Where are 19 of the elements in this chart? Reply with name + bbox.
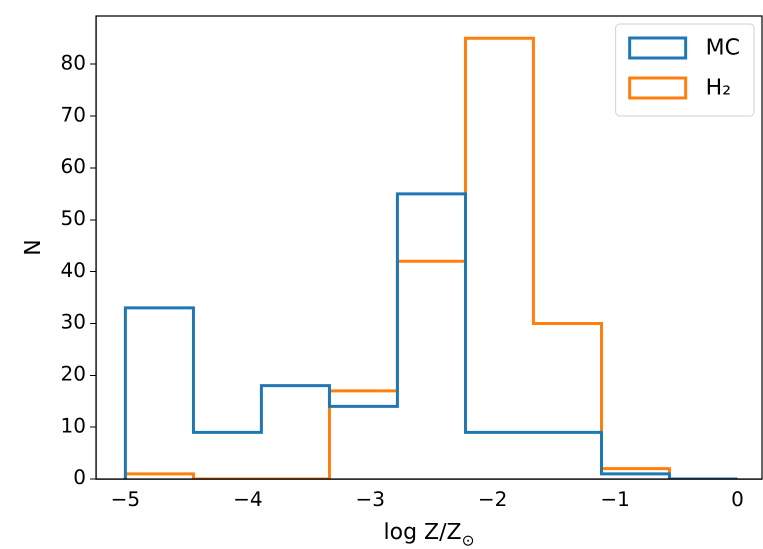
y-tick-label: 30 — [60, 310, 86, 334]
x-tick-label: −3 — [355, 487, 385, 512]
x-axis-title: log Z/Z⊙ — [384, 520, 474, 549]
y-tick-label: 10 — [60, 413, 86, 438]
y-axis-title: N — [21, 239, 46, 256]
y-tick-label: 0 — [73, 465, 86, 490]
y-tick-label: 40 — [60, 258, 86, 282]
x-tick-label: −4 — [233, 487, 263, 512]
x-tick-label: −2 — [478, 487, 508, 512]
x-tick-label: −5 — [110, 487, 140, 512]
y-tick-label: 50 — [60, 206, 86, 230]
y-tick-label: 70 — [60, 102, 86, 126]
y-tick-label: 80 — [60, 50, 86, 74]
legend-label: H₂ — [706, 76, 732, 101]
x-tick-label: 0 — [731, 487, 744, 512]
y-tick-label: 60 — [60, 154, 86, 178]
x-tick-label: −1 — [600, 487, 630, 512]
y-tick-label: 20 — [60, 362, 86, 386]
legend-label: MC — [706, 36, 740, 61]
